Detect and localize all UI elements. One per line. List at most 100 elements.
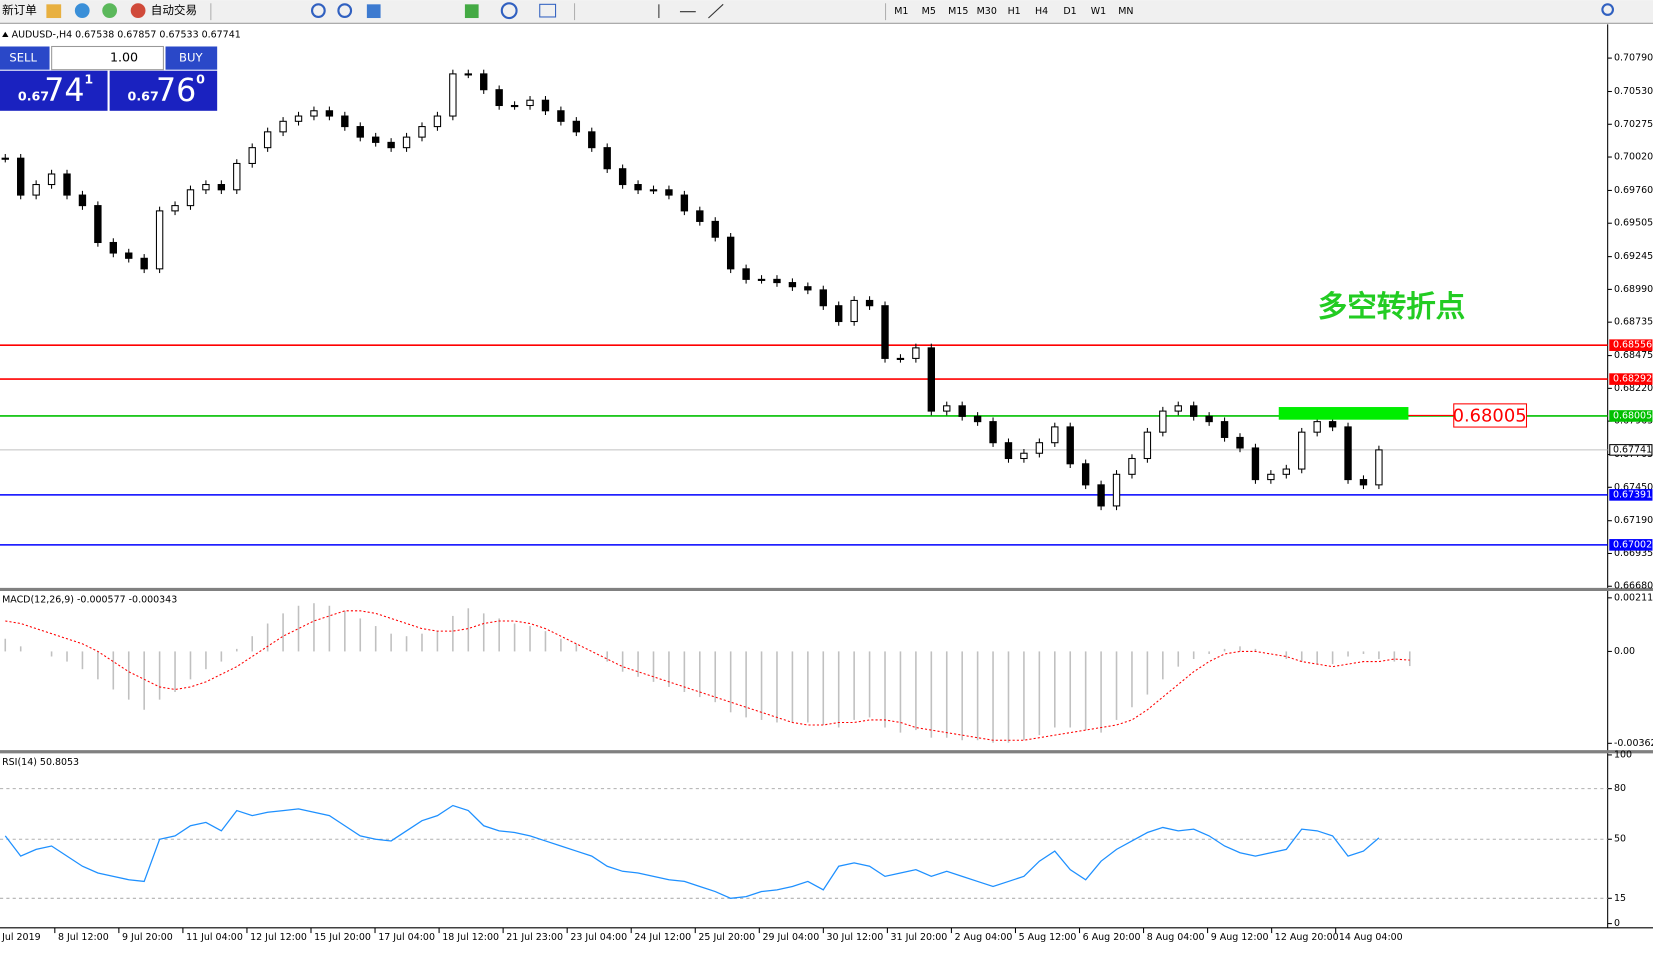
candle	[973, 415, 982, 423]
timeframe-button[interactable]: M30	[977, 6, 997, 17]
x-tick-label: 2 Aug 04:00	[955, 932, 1013, 943]
icon	[46, 4, 62, 19]
candle	[433, 115, 442, 128]
candle	[1081, 463, 1090, 486]
candle	[217, 184, 226, 191]
x-tick-label: 9 Aug 12:00	[1211, 932, 1269, 943]
icon	[102, 3, 118, 19]
y-tick-label: 0.69505	[1614, 218, 1653, 229]
zoom-in[interactable]	[310, 3, 326, 19]
y-tick-label: 50	[1614, 834, 1626, 845]
x-tick-label: 12 Jul 12:00	[250, 932, 307, 943]
candle	[418, 126, 426, 138]
candle	[665, 189, 673, 196]
candle	[125, 252, 133, 259]
y-tick-label: 0.002112	[1614, 592, 1653, 603]
y-tick-label: -0.003622	[1614, 738, 1653, 749]
indicators[interactable]	[464, 4, 479, 19]
y-tick-label: 0.67190	[1614, 515, 1653, 526]
search[interactable]	[1601, 3, 1614, 16]
y-tick-label: 0.68735	[1614, 317, 1653, 328]
candle	[711, 220, 719, 238]
candle	[248, 147, 256, 164]
y-tick-label: 0.68220	[1614, 383, 1653, 394]
x-tick-label: Jul 2019	[1, 932, 41, 943]
new-order-button[interactable]: 新订单	[2, 3, 37, 17]
x-tick-label: 12 Aug 20:00	[1275, 932, 1339, 943]
ask-box[interactable]	[109, 70, 218, 111]
candle	[1004, 442, 1013, 460]
candle	[557, 110, 565, 122]
y-tick-label: 80	[1614, 783, 1626, 794]
candle	[186, 189, 195, 207]
candle	[618, 168, 627, 186]
buy-label: BUY	[179, 51, 203, 65]
candle	[1328, 421, 1337, 428]
x-tick-label: 17 Jul 04:00	[378, 932, 435, 943]
candle	[495, 89, 503, 107]
candle	[588, 131, 596, 149]
x-tick-label: 8 Jul 12:00	[58, 932, 109, 943]
toolbar	[0, 0, 1653, 24]
level-label-bg	[1609, 489, 1653, 501]
candle	[510, 104, 519, 108]
trendline-tool[interactable]	[708, 3, 724, 19]
x-tick-label: 8 Aug 04:00	[1147, 932, 1205, 943]
candle	[742, 268, 750, 280]
lot-input[interactable]	[51, 45, 164, 71]
candle	[649, 189, 658, 192]
tile-windows[interactable]	[366, 4, 381, 19]
level-label-bg	[1609, 539, 1653, 551]
candle	[1112, 473, 1121, 507]
candle	[1359, 479, 1368, 486]
candle	[279, 120, 287, 133]
x-tick-label: 29 Jul 04:00	[762, 932, 819, 943]
sell-button[interactable]	[0, 46, 50, 70]
x-tick-label: 23 Jul 04:00	[570, 932, 627, 943]
x-tick-label: 9 Jul 20:00	[122, 932, 173, 943]
candle	[526, 99, 534, 107]
candle	[47, 173, 56, 186]
y-tick-label: 0.66935	[1614, 548, 1653, 559]
timeframe-button[interactable]: M1	[894, 6, 908, 17]
chart-header: AUDUSD-,H4 0.67538 0.67857 0.67533 0.677…	[12, 29, 241, 40]
candle	[726, 236, 735, 270]
candle	[1236, 436, 1244, 449]
candle	[1205, 415, 1213, 423]
y-tick-label: 0.68475	[1614, 350, 1653, 361]
sell-label: SELL	[9, 51, 37, 65]
candle	[912, 347, 920, 359]
annotation-value: 0.68005	[1453, 406, 1527, 427]
periods[interactable]	[500, 2, 518, 20]
timeframe-button[interactable]: M5	[922, 6, 936, 17]
timeframe-button[interactable]: MN	[1118, 6, 1133, 17]
macd-signal	[5, 610, 1410, 741]
y-tick-label: 0.68990	[1614, 284, 1653, 295]
x-tick-label: 18 Jul 12:00	[442, 932, 499, 943]
auto-trading-button[interactable]: 自动交易	[151, 3, 197, 17]
buy-button[interactable]	[165, 46, 218, 70]
candle	[1051, 426, 1059, 444]
x-tick-label: 6 Aug 20:00	[1083, 932, 1141, 943]
y-tick-label: 0.67450	[1614, 482, 1653, 493]
candle	[1, 157, 9, 160]
timeframe-button[interactable]: D1	[1063, 6, 1076, 17]
timeframe-button[interactable]: H4	[1035, 6, 1048, 17]
candle	[541, 99, 550, 112]
level-label: 0.68005	[1613, 410, 1652, 421]
bid-big: 0.67	[18, 89, 49, 104]
candle	[1128, 457, 1136, 475]
candle	[233, 162, 241, 191]
timeframe-button[interactable]: H1	[1008, 6, 1021, 17]
bid-box[interactable]	[0, 70, 108, 111]
candle	[140, 257, 148, 270]
timeframe-button[interactable]: M15	[948, 6, 968, 17]
candle	[294, 115, 303, 122]
candle	[804, 286, 812, 291]
timeframe-button[interactable]: W1	[1091, 6, 1106, 17]
zoom-out[interactable]	[337, 3, 353, 19]
candle	[356, 126, 364, 138]
level-label: 0.67741	[1613, 444, 1652, 455]
templates[interactable]	[539, 3, 557, 18]
